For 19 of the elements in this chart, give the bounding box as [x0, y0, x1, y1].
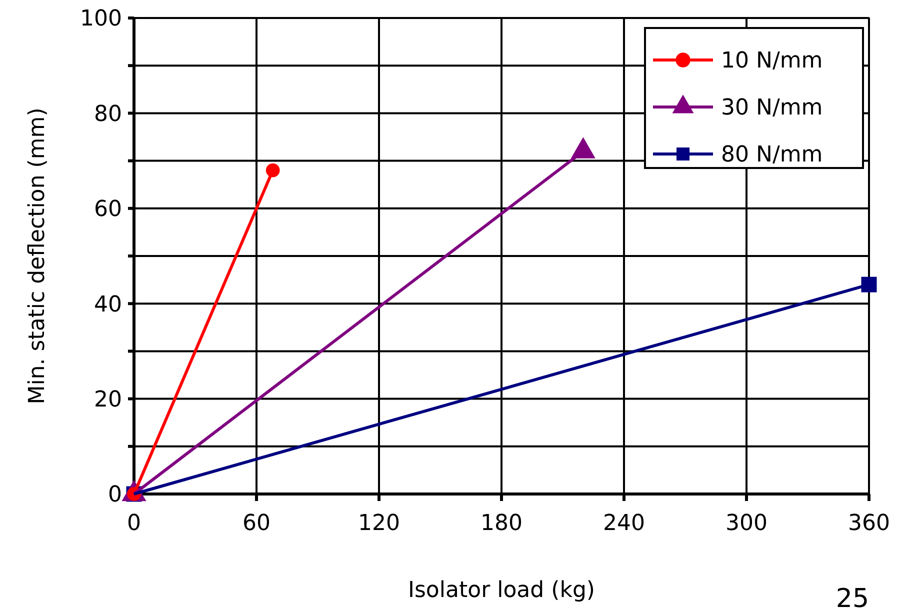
x-tick-label: 0	[127, 511, 141, 536]
x-tick-label: 180	[480, 511, 522, 536]
legend-label: 30 N/mm	[721, 96, 823, 121]
x-axis-title: Isolator load (kg)	[408, 578, 596, 603]
legend-label: 80 N/mm	[721, 142, 823, 168]
y-tick-label: 60	[94, 197, 122, 222]
y-tick-label: 20	[94, 388, 122, 412]
y-tick-label: 80	[94, 102, 122, 127]
text: 25	[836, 584, 869, 611]
y-axis-title: Min. static deflection (mm)	[25, 108, 50, 404]
x-tick-label: 300	[726, 511, 768, 536]
y-tick-label: 0	[108, 482, 122, 508]
x-tick-label: 360	[848, 511, 890, 536]
y-tick-label: 40	[94, 292, 122, 318]
x-tick-label: 240	[603, 511, 645, 536]
x-tick-label: 120	[358, 511, 400, 536]
x-tick-label: 60	[242, 511, 270, 536]
legend-label: 10 N/mm	[721, 48, 823, 74]
y-tick-label: 100	[80, 6, 122, 32]
